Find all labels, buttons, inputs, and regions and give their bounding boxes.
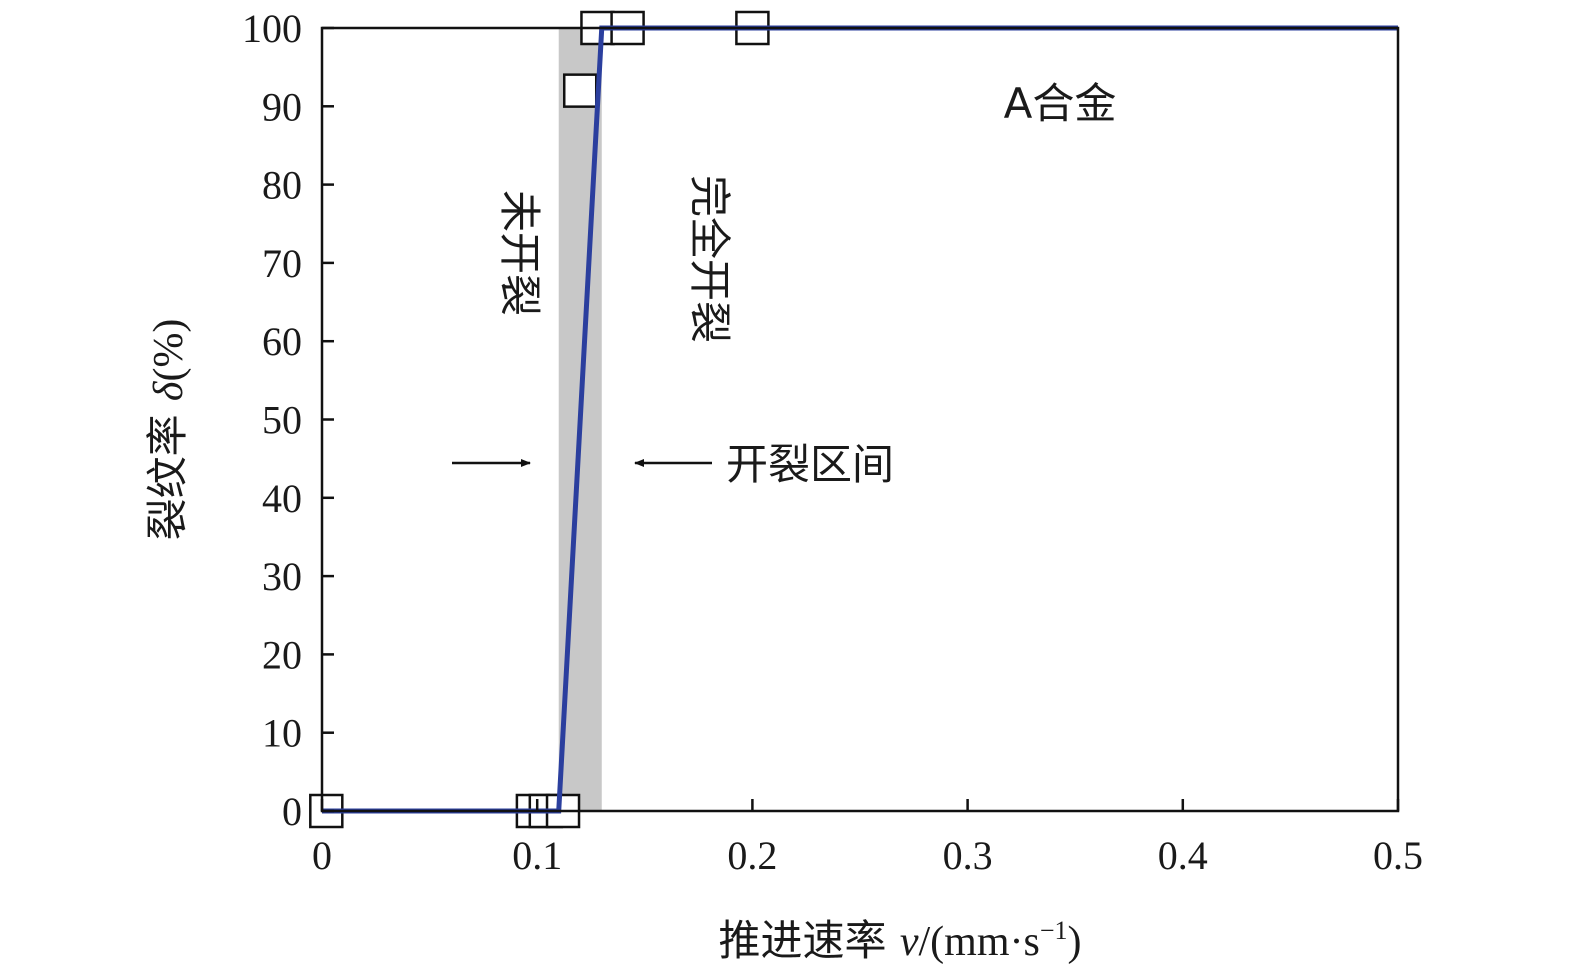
y-tick-label: 0	[282, 789, 302, 834]
x-axis-label-prefix: 推进速率	[718, 916, 899, 965]
ticks-layer: 0 0.1 0.2 0.3 0.4 0.5 0 10 20 30 40 50 60 70 80 90 100	[242, 6, 1423, 878]
x-axis-unit-close: )	[1068, 919, 1082, 965]
y-tick-label: 30	[262, 554, 302, 599]
plot-frame	[320, 26, 1400, 813]
fully-cracked-label: 完全开裂	[685, 175, 734, 343]
uncracked-label: 未开裂	[495, 190, 544, 316]
y-tick-label: 50	[262, 398, 302, 443]
x-tick-label: 0	[312, 833, 332, 878]
x-axis-unit: /(mm·s	[919, 919, 1040, 965]
x-tick-label: 0.3	[943, 833, 993, 878]
y-tick-label: 70	[262, 241, 302, 286]
alloy-label: A合金	[1004, 79, 1117, 128]
x-axis-label: 推进速率 v/(mm·s−1)	[718, 916, 1081, 965]
annotations-layer: A合金 未开裂 完全开裂 开裂区间	[452, 79, 1116, 489]
x-tick-label: 0.5	[1373, 833, 1423, 878]
cracking-interval-label: 开裂区间	[726, 440, 894, 489]
x-axis-symbol: v	[900, 919, 919, 965]
fit-line	[322, 25, 1398, 814]
y-axis-unit: (%)	[146, 319, 192, 382]
y-tick-label: 40	[262, 476, 302, 521]
y-tick-label: 80	[262, 163, 302, 208]
y-axis-symbol: δ	[146, 380, 192, 401]
y-tick-label: 100	[242, 6, 302, 51]
y-axis-label: 裂纹率 δ(%)	[143, 319, 192, 541]
data-point-marker	[562, 73, 598, 108]
y-tick-label: 60	[262, 319, 302, 364]
y-axis-label-prefix: 裂纹率	[143, 401, 192, 540]
y-tick-label: 10	[262, 711, 302, 756]
x-tick-label: 0.2	[727, 833, 777, 878]
x-tick-label: 0.1	[512, 833, 562, 878]
x-tick-label: 0.4	[1158, 833, 1208, 878]
series-layer	[309, 10, 1398, 829]
y-tick-label: 20	[262, 632, 302, 677]
y-tick-label: 90	[262, 84, 302, 129]
x-axis-unit-superscript: −1	[1040, 916, 1068, 945]
